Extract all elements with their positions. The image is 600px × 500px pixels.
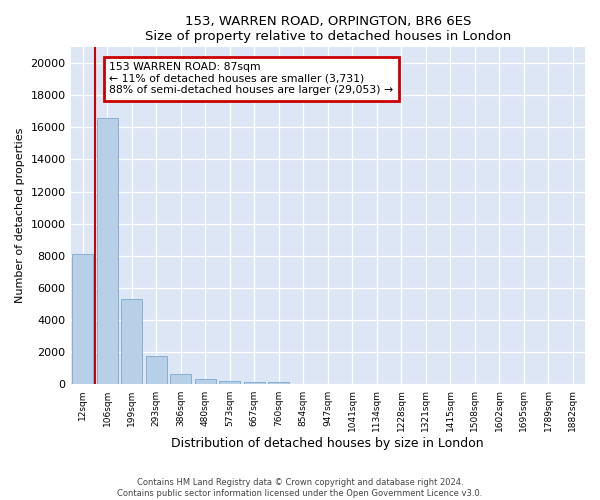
Text: Contains HM Land Registry data © Crown copyright and database right 2024.
Contai: Contains HM Land Registry data © Crown c…	[118, 478, 482, 498]
Bar	[121, 300, 142, 384]
Y-axis label: Number of detached properties: Number of detached properties	[15, 128, 25, 304]
Bar	[195, 379, 215, 384]
Bar	[146, 356, 167, 384]
Bar	[170, 374, 191, 384]
Bar	[268, 382, 289, 384]
Title: 153, WARREN ROAD, ORPINGTON, BR6 6ES
Size of property relative to detached house: 153, WARREN ROAD, ORPINGTON, BR6 6ES Siz…	[145, 15, 511, 43]
Bar	[73, 254, 93, 384]
X-axis label: Distribution of detached houses by size in London: Distribution of detached houses by size …	[172, 437, 484, 450]
Bar	[244, 382, 265, 384]
Text: 153 WARREN ROAD: 87sqm
← 11% of detached houses are smaller (3,731)
88% of semi-: 153 WARREN ROAD: 87sqm ← 11% of detached…	[109, 62, 393, 96]
Bar	[220, 381, 240, 384]
Bar	[97, 118, 118, 384]
